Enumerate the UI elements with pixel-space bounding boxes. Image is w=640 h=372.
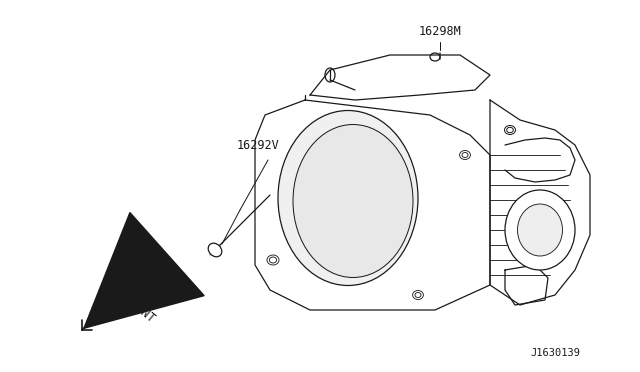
Ellipse shape: [208, 243, 222, 257]
Text: FRONT: FRONT: [122, 293, 157, 326]
Ellipse shape: [278, 110, 418, 285]
Ellipse shape: [269, 257, 276, 263]
Polygon shape: [255, 100, 490, 310]
Polygon shape: [505, 138, 575, 182]
Text: 16292V: 16292V: [237, 139, 280, 152]
Polygon shape: [490, 100, 590, 305]
Ellipse shape: [518, 204, 563, 256]
Ellipse shape: [415, 292, 421, 298]
Ellipse shape: [462, 153, 468, 157]
Ellipse shape: [507, 127, 513, 133]
Ellipse shape: [293, 125, 413, 278]
Polygon shape: [310, 55, 490, 100]
Text: 16298M: 16298M: [419, 25, 461, 38]
Ellipse shape: [505, 190, 575, 270]
Text: J1630139: J1630139: [530, 348, 580, 358]
Polygon shape: [505, 265, 548, 305]
